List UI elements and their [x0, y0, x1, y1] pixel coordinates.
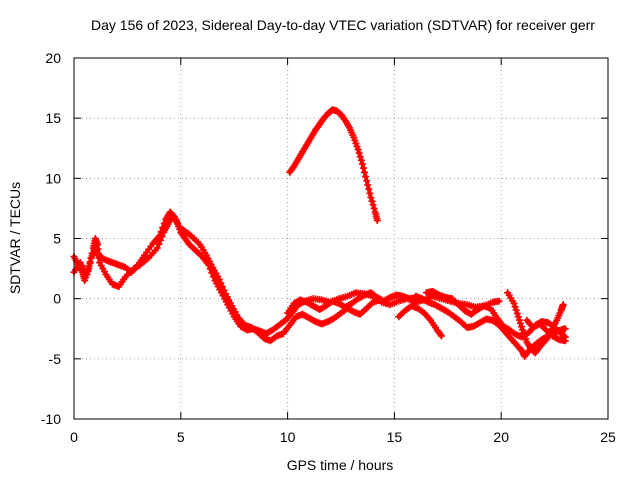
x-axis-label: GPS time / hours [287, 457, 394, 473]
data-layer [70, 106, 569, 360]
series-track-1 [70, 213, 503, 338]
data-point [368, 197, 376, 205]
data-point [218, 283, 226, 291]
data-point [517, 323, 525, 331]
data-point [358, 160, 366, 168]
data-point [160, 219, 168, 227]
x-tick-label: 0 [70, 429, 78, 445]
data-point [512, 306, 520, 314]
y-tick-label: 20 [45, 50, 61, 66]
data-point [510, 299, 518, 307]
data-point [155, 240, 163, 248]
data-point [153, 244, 161, 252]
data-point [369, 201, 377, 209]
data-point [516, 319, 524, 327]
data-point [495, 297, 503, 305]
x-tick-label: 10 [280, 429, 296, 445]
series-track-2 [70, 208, 383, 345]
data-point [363, 177, 371, 185]
data-point [514, 313, 522, 321]
x-tick-label: 5 [177, 429, 185, 445]
data-point [220, 286, 228, 294]
data-point [359, 164, 367, 172]
data-point [561, 337, 569, 345]
data-point [356, 153, 364, 161]
series-track-7 [504, 289, 567, 357]
data-point [437, 332, 445, 340]
data-point [367, 194, 375, 202]
data-point [370, 204, 378, 212]
data-point [366, 189, 374, 197]
data-point [373, 216, 381, 224]
x-tick-label: 15 [387, 429, 403, 445]
series-track-8 [523, 316, 569, 345]
y-tick-label: 10 [45, 170, 61, 186]
y-tick-label: -5 [49, 351, 62, 367]
y-tick-label: 0 [53, 291, 61, 307]
y-axis-label: SDTVAR / TECUs [7, 182, 23, 294]
x-tick-label: 25 [600, 429, 616, 445]
y-tick-label: 15 [45, 110, 61, 126]
x-tick-label: 20 [493, 429, 509, 445]
data-point [561, 325, 569, 333]
data-point [83, 271, 91, 279]
data-point [155, 232, 163, 240]
data-point [357, 156, 365, 164]
data-point [217, 279, 225, 287]
data-point [515, 316, 523, 324]
data-point [354, 145, 362, 153]
ticks: 0 5 10 15 20 25 -10 -5 0 5 10 15 20 [41, 50, 616, 445]
data-point [85, 262, 93, 270]
chart-title: Day 156 of 2023, Sidereal Day-to-day VTE… [91, 17, 595, 33]
data-point [159, 224, 167, 232]
data-point [436, 330, 444, 338]
data-point [365, 185, 373, 193]
data-point [215, 275, 223, 283]
data-point [169, 212, 177, 220]
y-tick-label: 5 [53, 231, 61, 247]
series-track-9 [286, 106, 381, 224]
series-track-6 [422, 287, 569, 341]
series-track-5 [412, 292, 569, 360]
data-point [360, 168, 368, 176]
data-point [559, 301, 567, 309]
series-track-4 [395, 302, 445, 340]
data-point [362, 173, 370, 181]
series-track-3 [284, 289, 420, 317]
data-point [86, 258, 94, 266]
data-point [355, 149, 363, 157]
data-point [511, 303, 519, 311]
y-tick-label: -10 [41, 411, 61, 427]
data-point [513, 309, 521, 317]
data-point [84, 266, 92, 274]
data-point [157, 228, 165, 236]
data-point [364, 181, 372, 189]
